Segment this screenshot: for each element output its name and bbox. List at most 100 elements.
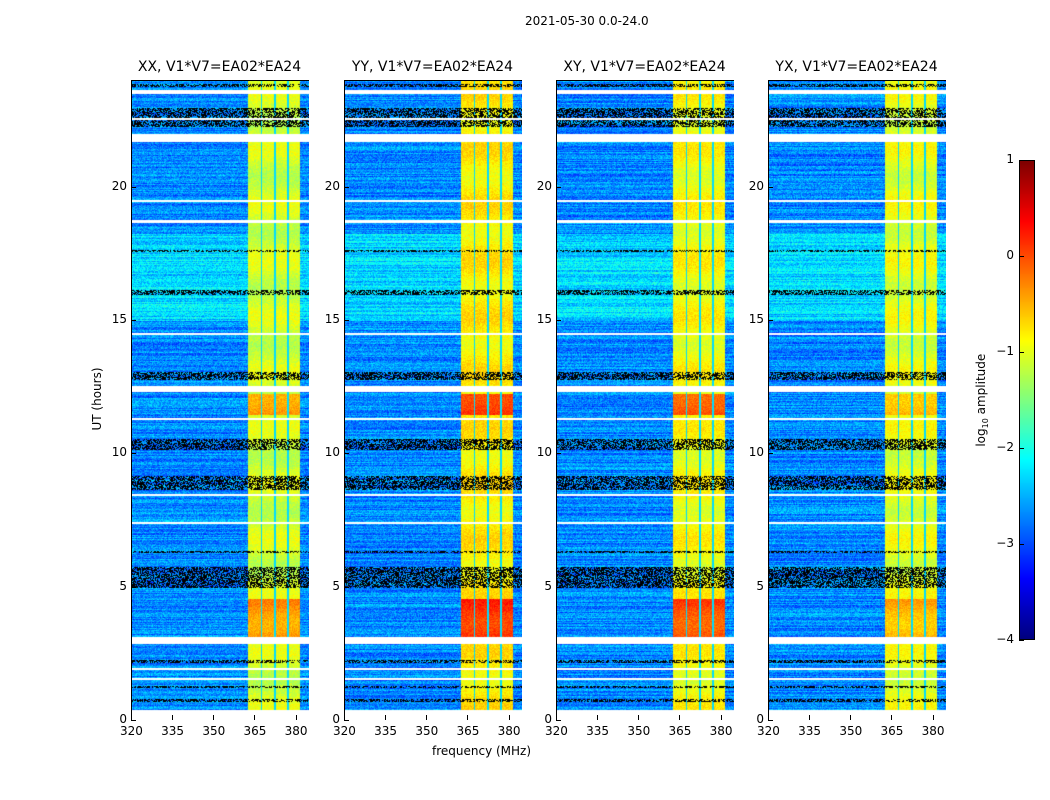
x-tick	[597, 715, 599, 720]
y-tick	[556, 586, 561, 588]
y-tick-label: 20	[536, 178, 552, 193]
panel-title: XY, V1*V7=EA02*EA24	[563, 59, 726, 75]
x-tick	[850, 715, 852, 720]
colorbar-tick	[1019, 544, 1024, 545]
colorbar-tick-label: −2	[996, 440, 1014, 454]
y-tick	[131, 586, 136, 588]
y-tick-label: 5	[119, 578, 127, 593]
x-tick	[891, 715, 893, 720]
colorbar-tick-label: 1	[1006, 152, 1014, 166]
x-tick-label: 320	[545, 724, 568, 738]
y-tick	[131, 453, 136, 455]
colorbar-tick	[1019, 352, 1024, 353]
colorbar-label: log10 amplitude	[974, 350, 990, 450]
x-tick-label: 335	[374, 724, 398, 738]
x-tick	[467, 715, 469, 720]
y-tick	[344, 586, 349, 588]
y-tick-label: 10	[324, 445, 340, 460]
heatmap-image	[345, 81, 522, 721]
x-tick	[679, 715, 681, 720]
colorbar-tick-label: −1	[996, 344, 1014, 358]
heatmap-image	[557, 81, 734, 721]
y-tick	[344, 720, 349, 721]
x-tick	[720, 715, 722, 720]
y-tick-label: 0	[756, 712, 764, 726]
x-tick	[556, 715, 557, 720]
x-tick	[385, 715, 387, 720]
y-tick	[556, 320, 561, 321]
x-tick	[131, 715, 132, 720]
y-tick	[768, 720, 773, 721]
y-tick	[131, 720, 136, 721]
x-tick-label: 335	[586, 724, 610, 738]
y-tick	[768, 453, 773, 455]
colorbar-tick	[1019, 640, 1024, 641]
y-tick-label: 5	[756, 578, 764, 593]
y-tick	[344, 453, 349, 455]
y-tick-label: 10	[111, 445, 127, 460]
colorbar	[1019, 160, 1035, 640]
y-tick-label: 20	[111, 178, 127, 193]
panel-title: YY, V1*V7=EA02*EA24	[351, 59, 514, 75]
y-tick	[768, 586, 773, 588]
x-axis-label: frequency (MHz)	[432, 744, 532, 758]
x-tick-label: 380	[284, 724, 308, 738]
colorbar-tick	[1019, 160, 1024, 161]
x-tick-label: 350	[202, 724, 226, 738]
waterfall-panel	[768, 80, 946, 721]
y-tick	[131, 186, 136, 188]
y-tick	[344, 320, 349, 321]
x-tick	[172, 715, 174, 720]
waterfall-panel	[344, 80, 522, 721]
colorbar-label-sub: 10	[981, 418, 991, 429]
y-tick	[556, 720, 561, 721]
heatmap-image	[132, 81, 309, 721]
y-tick-label: 20	[324, 178, 340, 193]
y-tick-label: 5	[332, 578, 340, 593]
x-tick-label: 335	[161, 724, 185, 738]
x-tick-label: 350	[839, 724, 863, 738]
y-axis-label: UT (hours)	[90, 367, 104, 431]
x-tick	[295, 715, 297, 720]
colorbar-tick-label: −4	[996, 632, 1014, 646]
x-tick	[508, 715, 510, 720]
x-tick-label: 350	[415, 724, 439, 738]
x-tick-label: 365	[456, 724, 480, 738]
x-tick	[638, 715, 640, 720]
colorbar-tick	[1019, 256, 1024, 257]
heatmap-image	[769, 81, 946, 721]
x-tick-label: 335	[798, 724, 822, 738]
y-tick	[556, 453, 561, 455]
y-tick	[768, 320, 773, 321]
colorbar-label-rest: amplitude	[973, 353, 988, 419]
y-tick	[768, 186, 773, 188]
x-tick-label: 350	[627, 724, 651, 738]
x-tick	[426, 715, 428, 720]
colorbar-tick-label: 0	[1006, 248, 1014, 262]
x-tick	[809, 715, 811, 720]
x-tick	[768, 715, 769, 720]
panel-title: YX, V1*V7=EA02*EA24	[775, 59, 938, 75]
figure-title: 2021-05-30 0.0-24.0	[525, 14, 649, 28]
y-tick-label: 15	[748, 312, 764, 326]
y-tick	[344, 186, 349, 188]
x-tick-label: 365	[243, 724, 267, 738]
x-tick-label: 380	[709, 724, 733, 738]
y-tick-label: 0	[119, 712, 127, 726]
waterfall-panel	[131, 80, 309, 721]
x-tick	[344, 715, 345, 720]
y-tick-label: 10	[536, 445, 552, 460]
x-tick-label: 380	[497, 724, 521, 738]
x-tick-label: 320	[333, 724, 356, 738]
colorbar-tick-label: −3	[996, 536, 1014, 550]
y-tick-label: 20	[748, 178, 764, 193]
x-tick-label: 320	[757, 724, 780, 738]
y-tick-label: 10	[748, 445, 764, 460]
y-tick	[131, 320, 136, 321]
waterfall-panel	[556, 80, 734, 721]
y-tick-label: 15	[324, 312, 340, 326]
y-tick-label: 15	[111, 312, 127, 326]
y-tick	[556, 186, 561, 188]
y-tick-label: 0	[332, 712, 340, 726]
